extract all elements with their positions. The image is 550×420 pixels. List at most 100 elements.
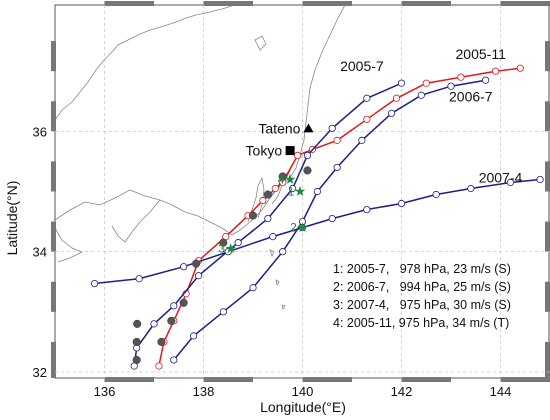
frame-band-right [545,341,550,378]
place-markers: Tateno Tokyo [246,120,314,159]
coast-kii [111,199,161,243]
track-point [135,275,143,283]
legend-line: 3: 2007-4, 975 hPa, 30 m/s (S) [333,298,511,312]
frame-band-top [401,1,451,6]
track-point [447,82,455,90]
track-label: 2005-11 [456,46,507,62]
frame-band-right [545,161,550,192]
track-point [432,190,440,199]
track-point [536,175,544,184]
legend-line: 4: 2005-11, 975 hPa, 34 m/s (T) [333,316,509,330]
track-point [491,67,500,75]
x-tick-label: 140 [292,384,314,399]
track-point [363,94,371,102]
graticule [55,5,550,378]
track-point [170,356,178,364]
track-point [358,136,366,144]
track-point [170,302,178,310]
coast-shikoku [54,227,83,263]
event-number: 3 [218,242,225,256]
frame-band-bottom [401,377,451,382]
track-point [219,308,227,316]
track-point [194,272,203,280]
x-axis-label: Longitude(°E) [260,399,346,415]
event-star [297,222,308,232]
event-star [284,174,296,184]
frame-band-right [545,101,550,132]
track-point [288,184,297,193]
frame-band-top [500,1,550,6]
y-axis-label: Latitude(°N) [4,181,20,256]
y-tick-label: 32 [33,365,47,380]
legend-line: 2: 2006-7, 994 hPa, 25 m/s (S) [333,280,511,294]
track-point [328,124,336,132]
track-point [271,184,279,193]
track-2005-7 [133,82,402,367]
track-point [417,91,425,99]
gray-marker [132,337,141,346]
track-point [313,187,321,196]
legend-line: 1: 2005-7, 978 hPa, 23 m/s (S) [333,262,511,276]
track-label: 2007-4 [479,169,523,185]
y-tick-label: 34 [33,245,47,260]
x-tick-label: 138 [193,384,215,399]
event-star [294,186,306,196]
track-point [387,109,396,117]
track-point [467,184,475,193]
track-markers [132,166,312,365]
coast-honshu-north [54,5,233,121]
track-label: 2005-7 [340,58,384,74]
frame-band-right [545,41,550,72]
gray-marker [263,190,272,199]
frame-band-left [51,161,56,192]
event-number: 2 [290,221,297,235]
track-point [269,233,277,241]
track-point [457,73,465,81]
event-legend: 1: 2005-7, 978 hPa, 23 m/s (S) 2: 2006-7,… [333,262,511,330]
track-point [234,239,242,247]
track-point [397,199,406,208]
gray-marker [167,316,176,325]
frame-band-bottom [104,377,154,382]
track-point [333,163,341,172]
frame-band-bottom [500,377,550,382]
tokyo-marker [285,146,295,156]
track-point [259,196,267,205]
tateno-marker [303,123,314,133]
coast-sado-island [254,35,267,51]
frame-band-top [302,1,352,6]
track-point [249,284,257,292]
gray-marker [157,337,166,346]
place-label: Tateno [258,120,300,136]
track-point [303,151,312,160]
place-label: Tokyo [246,143,283,159]
track-labels: 2005-11 2005-7 2006-7 2007-4 [340,46,522,185]
track-point [264,214,272,223]
event-star [225,243,236,254]
track-point [150,320,158,328]
gray-marker [179,298,188,307]
y-tick-label: 36 [33,124,47,139]
track-point [180,263,188,271]
track-point [482,76,490,84]
frame-band-right [545,221,550,252]
x-tick-label: 142 [391,384,413,399]
event-number: 1 [288,185,295,199]
track-point [155,362,163,370]
gray-marker [132,355,141,365]
track-point [392,94,401,102]
track-point [190,332,198,340]
track-point [328,214,336,223]
storm-tracks [91,64,544,370]
gray-marker [303,166,312,175]
frame-band-bottom [203,377,253,382]
event-markers: 1 2 3 4 [218,172,308,256]
gray-marker [219,238,228,247]
x-tick-label: 144 [490,384,512,399]
x-tick-label: 136 [94,384,116,399]
track-point [363,205,371,214]
track-point [506,178,514,187]
coast-izu-islands [269,249,286,310]
